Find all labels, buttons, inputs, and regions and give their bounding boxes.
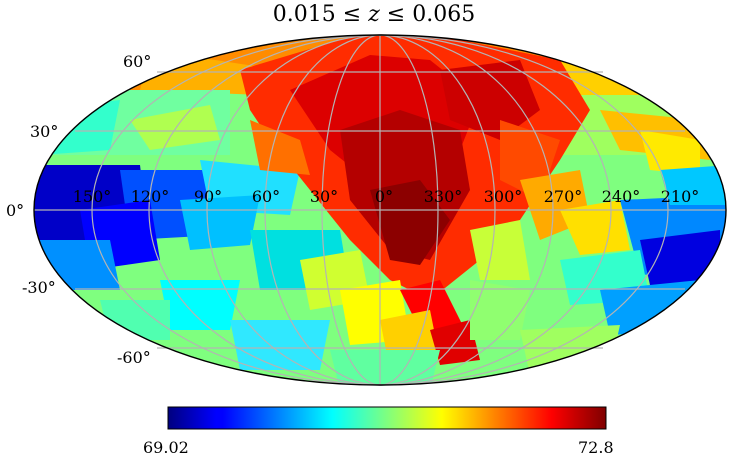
lat-label-neg60: -60° xyxy=(117,348,151,367)
lon-label: 0° xyxy=(375,187,393,206)
lat-label-0: 0° xyxy=(6,201,25,220)
lat-label-neg30: -30° xyxy=(22,278,56,297)
map-title: 0.015 ≤ z ≤ 0.065 xyxy=(272,2,476,27)
lon-label: 90° xyxy=(194,187,222,206)
lon-label: 330° xyxy=(424,187,463,206)
lon-label: 30° xyxy=(310,187,338,206)
colorbar xyxy=(167,406,607,430)
map-border xyxy=(33,34,727,386)
lon-label: 270° xyxy=(544,187,583,206)
longitude-labels: 150° 120° 90° 60° 30° 0° 330° 300° 270° … xyxy=(73,187,700,206)
lon-label: 240° xyxy=(602,187,641,206)
lon-label: 150° xyxy=(73,187,112,206)
lon-label: 60° xyxy=(252,187,280,206)
colorbar-max-label: 72.8 xyxy=(578,438,614,457)
colorbar-min-label: 69.02 xyxy=(143,438,189,457)
lon-label: 120° xyxy=(131,187,170,206)
lat-label-60: 60° xyxy=(123,52,152,71)
lat-label-30: 30° xyxy=(30,122,59,141)
lon-label: 210° xyxy=(661,187,700,206)
lon-label: 300° xyxy=(484,187,523,206)
